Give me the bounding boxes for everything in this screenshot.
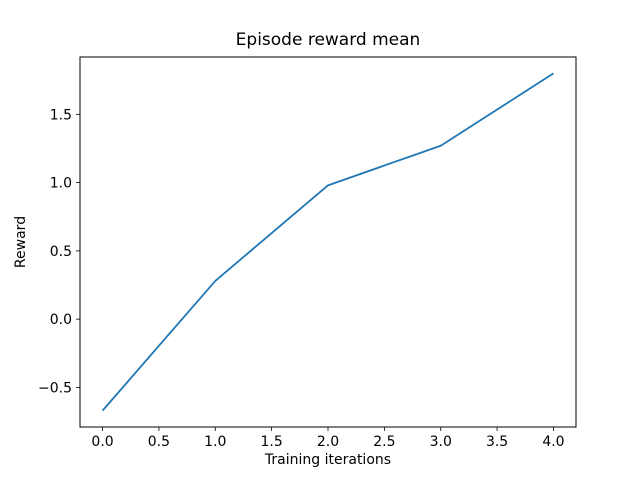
episode-reward-mean-line [101, 72, 554, 412]
x-tick-label: 2.5 [373, 434, 395, 450]
y-tick-label: −0.5 [38, 380, 72, 396]
chart-title: Episode reward mean [236, 30, 421, 50]
y-tick-label: 0.0 [50, 312, 72, 328]
x-tick-label: 3.5 [486, 434, 508, 450]
y-tick-label: 0.5 [50, 244, 72, 260]
ticks-layer: 0.0 0.5 1.0 1.5 2.0 2.5 3.0 3.5 4.0 −0.5 0.0 0.5 1.0… [38, 107, 565, 450]
y-tick-label: 1.0 [50, 176, 72, 192]
x-tick-label: 2.0 [317, 434, 339, 450]
x-tick-label: 4.0 [542, 434, 564, 450]
axes-frame-layer [79, 56, 577, 428]
x-axis-label: Training iterations [264, 452, 391, 468]
x-tick-label: 0.5 [148, 434, 170, 450]
x-tick-label: 1.5 [261, 434, 283, 450]
y-axis-label: Reward [13, 216, 29, 268]
y-tick-label: 1.5 [50, 107, 72, 123]
x-tick-label: 1.0 [204, 434, 226, 450]
x-tick-label: 3.0 [430, 434, 452, 450]
plot-frame [79, 56, 577, 428]
series-layer [101, 72, 554, 412]
x-tick-label: 0.0 [91, 434, 113, 450]
